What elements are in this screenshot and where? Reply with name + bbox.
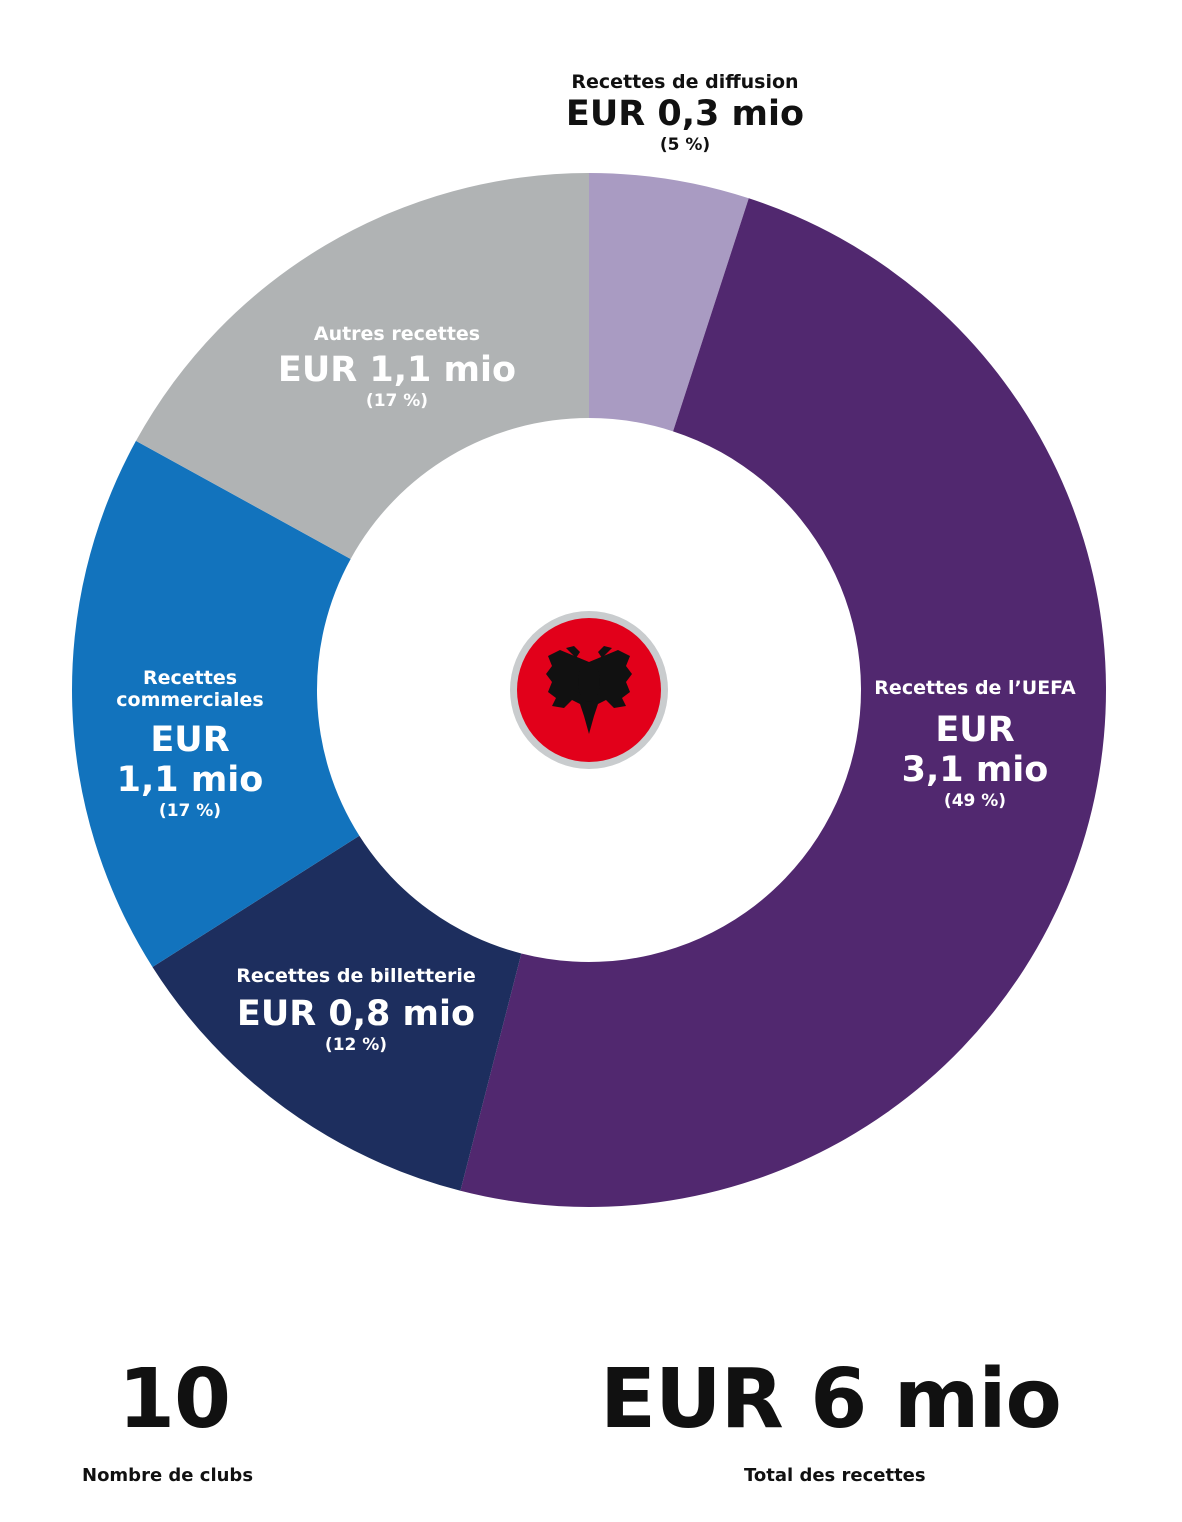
label-autres-percent: (17 %): [365, 391, 429, 412]
label-commerciales: Recettes commerciales EUR 1,1 mio (17 %): [95, 667, 285, 822]
double-headed-eagle-icon: [546, 646, 632, 734]
label-billetterie-percent: (12 %): [324, 1035, 388, 1056]
label-diffusion-name: Recettes de diffusion: [571, 71, 799, 93]
slice-recettes-commerciales: [72, 440, 360, 968]
label-autres: Autres recettes EUR 1,1 mio (17 %): [262, 323, 532, 412]
clubs-count-label: Nombre de clubs: [82, 1465, 254, 1486]
label-billetterie-value: EUR 0,8 mio: [236, 993, 476, 1034]
label-uefa-value-line1: EUR: [935, 709, 1015, 750]
label-diffusion-percent: (5 %): [659, 135, 711, 156]
label-commerciales-name-line1: Recettes: [142, 667, 238, 689]
total-revenue-label: Total des recettes: [744, 1465, 926, 1486]
label-autres-value: EUR 1,1 mio: [277, 349, 517, 390]
label-billetterie: Recettes de billetterie EUR 0,8 mio (12 …: [216, 965, 496, 1056]
slice-recettes-de-billetterie: [152, 835, 522, 1191]
label-uefa-percent: (49 %): [943, 791, 1007, 812]
label-commerciales-name-line2: commerciales: [116, 688, 264, 711]
slice-recettes-de-diffusion: [589, 173, 749, 432]
label-commerciales-percent: (17 %): [158, 801, 222, 822]
label-autres-name: Autres recettes: [313, 323, 481, 345]
label-diffusion-value: EUR 0,3 mio: [565, 93, 805, 134]
label-commerciales-value-line2: 1,1 mio: [116, 759, 264, 800]
label-uefa: Recettes de l’UEFA EUR 3,1 mio (49 %): [855, 677, 1095, 812]
label-diffusion: Recettes de diffusion EUR 0,3 mio (5 %): [535, 71, 835, 156]
donut-slices: [72, 173, 1106, 1207]
label-uefa-value-line2: 3,1 mio: [901, 750, 1049, 791]
label-uefa-name: Recettes de l’UEFA: [874, 677, 1076, 699]
label-commerciales-value-line1: EUR: [150, 719, 230, 760]
total-revenue-value: EUR 6 mio: [600, 1352, 1062, 1447]
albania-flag-emblem: [510, 611, 668, 769]
label-billetterie-name: Recettes de billetterie: [236, 965, 476, 987]
slice-recettes-de-l-uefa: [460, 198, 1106, 1207]
clubs-count-value: 10: [118, 1352, 231, 1447]
slice-autres-recettes: [135, 173, 589, 559]
